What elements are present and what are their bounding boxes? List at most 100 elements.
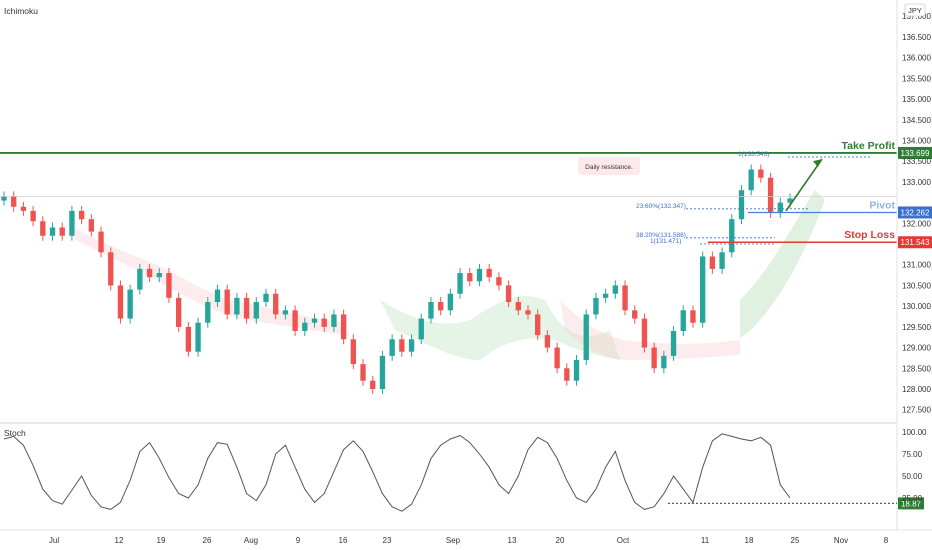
candle-body[interactable]: [612, 285, 619, 294]
candle-body[interactable]: [78, 210, 85, 220]
time-tick-label: 8: [884, 536, 889, 545]
candle-body[interactable]: [651, 347, 657, 369]
candle-body[interactable]: [302, 322, 308, 332]
candle-body[interactable]: [360, 364, 366, 381]
candle-body[interactable]: [399, 339, 405, 352]
candle-body[interactable]: [418, 318, 424, 340]
candle-body[interactable]: [11, 196, 17, 207]
price-tick-label: 135.500: [902, 74, 931, 83]
candle-body[interactable]: [137, 268, 143, 290]
candle-body[interactable]: [166, 273, 172, 298]
candle-body[interactable]: [564, 368, 570, 381]
candle-body[interactable]: [69, 210, 75, 236]
candle-body[interactable]: [20, 206, 27, 211]
candle-body[interactable]: [670, 331, 677, 356]
candle-body[interactable]: [699, 256, 706, 323]
candle-body[interactable]: [505, 285, 512, 303]
candle-body[interactable]: [175, 297, 182, 327]
candle-body[interactable]: [544, 335, 551, 348]
indicator-label: Ichimoku: [4, 6, 38, 16]
candle-body[interactable]: [224, 289, 230, 315]
price-tick-label: 136.500: [902, 33, 931, 42]
candle-body[interactable]: [273, 293, 279, 315]
candle-body[interactable]: [321, 318, 327, 327]
candle-body[interactable]: [1, 196, 7, 201]
candle-body[interactable]: [146, 268, 153, 278]
candle-body[interactable]: [263, 293, 269, 303]
candle-body[interactable]: [292, 310, 298, 332]
candle-body[interactable]: [195, 322, 201, 352]
candle-body[interactable]: [428, 302, 434, 319]
currency-badge[interactable]: JPY: [904, 3, 926, 17]
candle-body[interactable]: [108, 252, 114, 286]
candle-body[interactable]: [602, 293, 609, 298]
price-candles[interactable]: [1, 164, 793, 394]
candle-body[interactable]: [525, 310, 531, 315]
candle-body[interactable]: [690, 310, 696, 323]
price-tick-label: 132.000: [902, 219, 931, 228]
take-profit-label: Take Profit: [842, 140, 896, 152]
candle-body[interactable]: [205, 302, 211, 323]
candle-body[interactable]: [535, 314, 541, 336]
candle-body[interactable]: [709, 256, 716, 269]
candle-body[interactable]: [515, 302, 521, 311]
stoch-value-tag: [898, 497, 924, 510]
candle-body[interactable]: [156, 273, 162, 278]
candle-body[interactable]: [758, 169, 764, 178]
candle-body[interactable]: [282, 310, 289, 315]
candle-body[interactable]: [486, 268, 492, 278]
candle-body[interactable]: [777, 202, 783, 213]
candle-body[interactable]: [593, 297, 599, 315]
candle-body[interactable]: [350, 339, 357, 365]
candle-body[interactable]: [59, 227, 65, 236]
candle-body[interactable]: [573, 360, 580, 381]
candle-body[interactable]: [40, 221, 46, 236]
candle-body[interactable]: [437, 302, 444, 311]
candle-body[interactable]: [583, 314, 589, 361]
candle-body[interactable]: [98, 231, 104, 253]
candle-body[interactable]: [447, 293, 454, 311]
candle-body[interactable]: [408, 339, 415, 352]
stoch-value-tag-text: 18.87: [901, 499, 922, 508]
price-tick-label: 129.500: [902, 323, 931, 332]
candle-body[interactable]: [49, 227, 56, 236]
candle-body[interactable]: [467, 273, 473, 282]
candle-body[interactable]: [641, 318, 648, 348]
candle-body[interactable]: [117, 285, 124, 319]
candle-body[interactable]: [185, 326, 192, 352]
candle-body[interactable]: [243, 297, 250, 319]
candle-body[interactable]: [253, 302, 259, 319]
candle-body[interactable]: [88, 219, 95, 232]
candle-body[interactable]: [787, 198, 793, 203]
candle-body[interactable]: [738, 190, 745, 220]
candle-body[interactable]: [476, 268, 483, 282]
price-tick-label: 130.500: [902, 281, 931, 290]
price-tick-label: 128.500: [902, 364, 931, 373]
candle-body[interactable]: [234, 297, 240, 315]
stoch-panel[interactable]: 18.87: [3, 433, 924, 512]
candle-body[interactable]: [496, 277, 502, 286]
candle-body[interactable]: [719, 252, 725, 269]
candle-body[interactable]: [30, 210, 36, 222]
candle-body[interactable]: [661, 355, 667, 369]
candle-body[interactable]: [214, 289, 221, 303]
candle-body[interactable]: [340, 314, 347, 340]
candle-body[interactable]: [379, 355, 386, 390]
candle-body[interactable]: [748, 169, 754, 191]
time-tick-label: 18: [745, 536, 754, 545]
candle-body[interactable]: [729, 219, 735, 253]
candle-body[interactable]: [331, 314, 337, 327]
candle-body[interactable]: [632, 310, 638, 319]
candle-body[interactable]: [370, 380, 376, 390]
stop-loss-label: Stop Loss: [844, 229, 895, 241]
candle-body[interactable]: [622, 285, 628, 311]
candle-body[interactable]: [767, 177, 774, 213]
candle-body[interactable]: [554, 347, 560, 369]
candle-body[interactable]: [311, 318, 318, 323]
stoch-line[interactable]: [3, 433, 791, 512]
candle-body[interactable]: [457, 273, 463, 294]
candle-body[interactable]: [389, 339, 395, 356]
candle-body[interactable]: [127, 289, 133, 319]
candle-body[interactable]: [680, 310, 686, 332]
time-tick-label: Sep: [446, 536, 461, 545]
